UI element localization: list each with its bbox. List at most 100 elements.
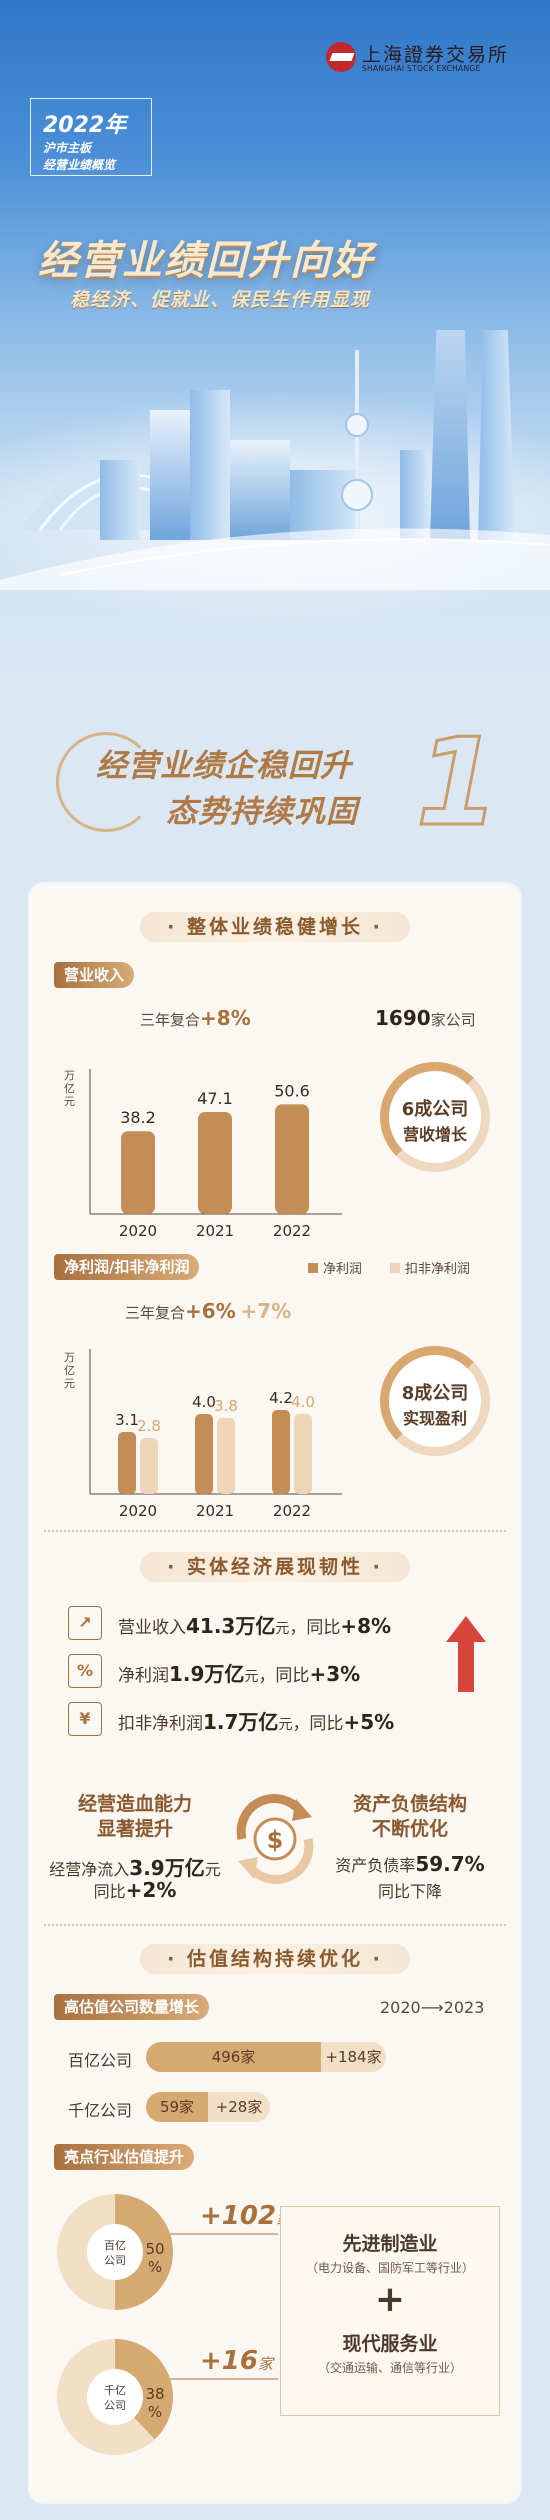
legend-swatch: [390, 1263, 400, 1273]
profit-cagr-value: +6%: [185, 1299, 236, 1323]
sector-1-title: 先进制造业: [342, 2233, 438, 2255]
sector-1-subtitle: （电力设备、国防军工等行业）: [305, 2261, 474, 2275]
metric-change: +5%: [343, 1710, 395, 1734]
pie-center-label: 百亿: [104, 2239, 126, 2252]
bar-value-label: 59家: [159, 2098, 195, 2116]
leverage-value: 59.7%: [415, 1852, 485, 1876]
hero-title: 经营业绩回升向好: [38, 238, 374, 284]
bar-value-label: +184家: [325, 2048, 382, 2066]
metric-unit: 元: [278, 1717, 293, 1733]
metric-label: 扣非净利润: [118, 1714, 203, 1734]
metric-row-revenue: ↗ 营业收入41.3万亿元，同比+8%: [68, 1604, 488, 1642]
decorative-ring: [56, 732, 156, 832]
content-card: · 整体业绩稳健增长 · 营业收入 三年复合+8% 1690家公司 万亿元 38.…: [30, 884, 520, 2502]
leverage-title-2: 不断优化: [371, 1818, 448, 1840]
cashflow-label: 经营净流入: [49, 1860, 130, 1879]
bar-value-label: 3.1: [115, 1411, 139, 1429]
metric-row-deducted-profit: ¥ 扣非净利润1.7万亿元，同比+5%: [68, 1700, 488, 1738]
section-1-heading: 经营业绩企稳回升 态势持续巩固 1: [56, 713, 501, 855]
bar-base: 59家: [146, 2092, 208, 2122]
bar-category-label: 千亿公司: [68, 2101, 133, 2120]
metric-label: 营业收入: [118, 1618, 186, 1638]
leverage-label: 资产负债率: [335, 1856, 416, 1875]
revenue-circle-line1: 6成公司: [401, 1099, 469, 1120]
sector-2-subtitle: （交通运输、通信等行业）: [317, 2361, 462, 2375]
bar: [195, 1414, 213, 1494]
sector-2-title: 现代服务业: [342, 2333, 438, 2355]
x-tick-label: 2021: [196, 1502, 234, 1520]
bar-value-label: 47.1: [197, 1089, 233, 1108]
cashflow-yoy: 同比+2%: [30, 1878, 240, 1902]
sector-box: 先进制造业 （电力设备、国防军工等行业） + 现代服务业 （交通运输、通信等行业…: [280, 2206, 500, 2416]
revenue-bar-chart: 万亿元 38.2 2020 47.1 2021 50.6 2022: [64, 1069, 342, 1240]
percent-icon: %: [68, 1654, 102, 1688]
bar-increase: +28家: [208, 2092, 270, 2122]
x-tick-label: 2020: [119, 1502, 157, 1520]
x-tick-label: 2020: [119, 1222, 157, 1240]
bar: [275, 1104, 309, 1214]
bar-value-label: 4.0: [192, 1393, 216, 1411]
profit-legend: 净利润 扣非净利润: [308, 1262, 470, 1277]
bar-value-label: 4.2: [269, 1389, 293, 1407]
revenue-cagr-prefix: 三年复合: [140, 1011, 201, 1029]
cashflow-yoy-label: 同比: [93, 1882, 126, 1901]
companies-count: 1690家公司: [375, 1006, 476, 1030]
sse-name-en: SHANGHAI STOCK EXCHANGE: [362, 64, 481, 73]
revenue-growth-circle: 6成公司 营收增长: [380, 1062, 490, 1172]
profit-circle: 8成公司 实现盈利: [380, 1346, 490, 1456]
metric-change: +3%: [309, 1662, 361, 1686]
revenue-cagr-value: +8%: [200, 1006, 251, 1030]
profit-circle-line1: 8成公司: [401, 1383, 469, 1404]
y-axis-label: 万亿元: [64, 1069, 75, 1108]
companies-value: 1690: [375, 1006, 431, 1030]
legend-label: 扣非净利润: [405, 1262, 470, 1277]
leverage-text: 资产负债率59.7%: [310, 1852, 510, 1876]
revenue-cagr: 三年复合+8%: [140, 1006, 251, 1030]
hero-banner: 上海證券交易所 SHANGHAI STOCK EXCHANGE 2022年 沪市…: [0, 0, 550, 700]
shanghai-skyline-illustration: [0, 330, 550, 590]
x-tick-label: 2022: [273, 1502, 311, 1520]
metric-unit: 元: [275, 1621, 290, 1637]
metric-change: +8%: [340, 1614, 392, 1638]
hero-subtitle: 稳经济、促就业、保民生作用显现: [70, 289, 371, 311]
profit-circle-line2: 实现盈利: [402, 1409, 467, 1428]
bar: [217, 1418, 235, 1494]
resilience-pill-title: · 实体经济展现韧性 ·: [140, 1552, 410, 1582]
badge-line1: 沪市主板: [43, 141, 92, 155]
companies-suffix: 家公司: [430, 1011, 476, 1029]
plus-sign: +: [374, 2279, 406, 2320]
chart-up-icon: ↗: [68, 1606, 102, 1640]
metric-yoy-label: ，同比: [292, 1714, 344, 1734]
pie-share-label: 50: [145, 2240, 164, 2258]
x-tick-label: 2022: [273, 1222, 311, 1240]
pie-center-label: 公司: [104, 2254, 126, 2267]
profit-cagr: 三年复合+6% +7%: [125, 1299, 291, 1323]
sse-name-cn: 上海證券交易所: [362, 44, 510, 66]
profit-tag: 净利润/扣非净利润: [54, 1254, 200, 1280]
industry-valuation-tag: 亮点行业估值提升: [54, 2144, 195, 2170]
pie-increase-label: +16家: [200, 2346, 275, 2376]
y-axis-label: 万亿元: [64, 1351, 75, 1390]
year-badge: 2022年 沪市主板 经营业绩概览: [30, 98, 152, 176]
leverage-title-1: 资产负债结构: [352, 1793, 467, 1815]
bar: [140, 1438, 158, 1494]
divider-1: [44, 1530, 506, 1532]
pie-center-label: 公司: [104, 2399, 126, 2412]
pie-increase-label: +102家: [200, 2201, 290, 2231]
leverage-yoy: 同比下降: [377, 1882, 442, 1901]
cashflow-title-1: 经营造血能力: [77, 1793, 192, 1815]
overall-pill-title: · 整体业绩稳健增长 ·: [140, 912, 410, 942]
pie-share-unit: %: [148, 2258, 162, 2276]
sse-logo: 上海證券交易所 SHANGHAI STOCK EXCHANGE: [326, 40, 526, 76]
pie-share-unit: %: [148, 2403, 162, 2421]
bar-value-label: 2.8: [137, 1417, 161, 1435]
metric-value: 1.7万亿: [203, 1710, 279, 1734]
sse-emblem-icon: [326, 42, 356, 72]
revenue-circle-line2: 营收增长: [402, 1125, 467, 1144]
divider-2: [44, 1924, 506, 1926]
bar: [272, 1410, 290, 1494]
cashflow-text: 经营净流入3.9万亿元: [30, 1852, 240, 1881]
bar-value-label: 38.2: [120, 1108, 156, 1127]
bar: [198, 1111, 232, 1214]
